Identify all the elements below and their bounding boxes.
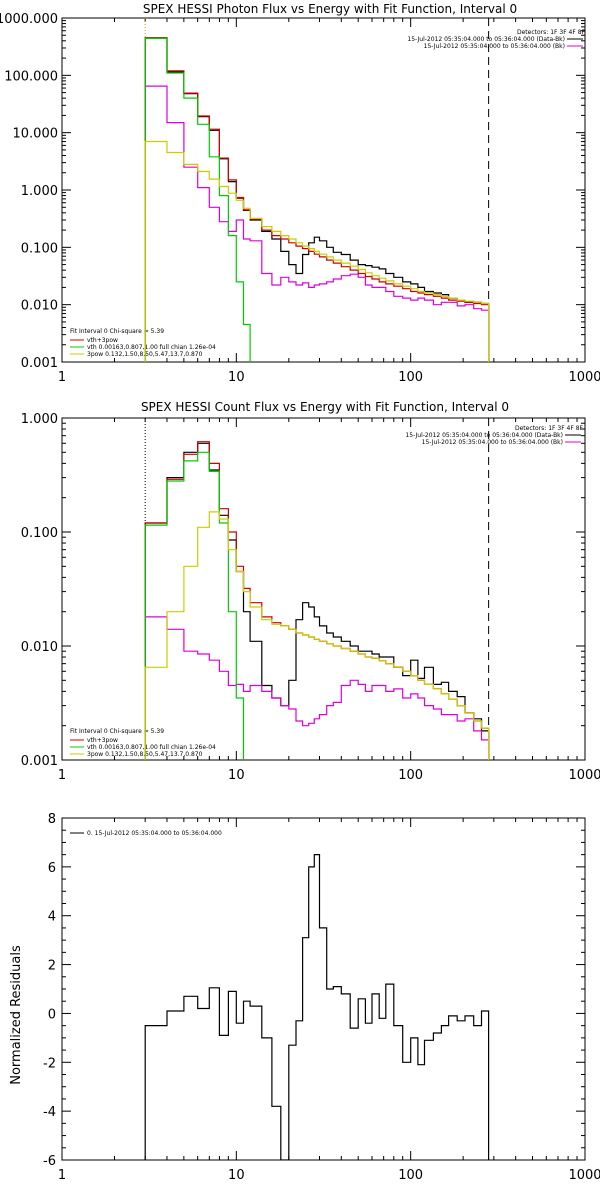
x-tick-label: 10: [228, 768, 245, 783]
x-tick-label: 1000: [568, 1168, 600, 1183]
x-tick-label: 10: [228, 1168, 245, 1183]
y-tick-label: -4: [43, 1105, 56, 1120]
series-15-jul-2012-05-35-04-000-to-05-36-04-000: [144, 37, 490, 362]
x-tick-label: 1: [58, 370, 66, 385]
legend-total: vth+3pow: [87, 737, 118, 744]
y-tick-label: 1.000: [21, 184, 58, 199]
y-tick-label: 0.100: [21, 241, 58, 256]
series-15-jul-2012-05-35-04-000-to-05-36-04-000: [144, 442, 490, 760]
x-tick-label: 10: [228, 370, 245, 385]
y-tick-label: 100.000: [4, 69, 58, 84]
series-vth-3pow: [144, 37, 490, 362]
chart-title: SPEX HESSI Photon Flux vs Energy with Fi…: [143, 2, 517, 16]
x-tick-label: 100: [398, 1168, 423, 1183]
legend-data-bk: 15-Jul-2012 05:35:04.000 to 05:36:04.000…: [407, 36, 565, 43]
series-15-jul-2012-05-35-04-000-to-05-36-04-000: [144, 85, 490, 362]
legend-bk: 15-Jul-2012 05:35:04.000 to 05:36:04.000…: [424, 43, 565, 50]
legend-vth: vth 0.00163,0.807,1.00 full chian 1.26e-…: [87, 344, 216, 351]
y-tick-label: 0.010: [21, 299, 58, 314]
legend-data-bk: 15-Jul-2012 05:35:04.000 to 05:36:04.000…: [405, 432, 563, 439]
x-tick-label: 1000: [568, 768, 600, 783]
y-tick-label: 4: [48, 910, 56, 925]
y-tick-label: 0.100: [21, 526, 58, 541]
y-tick-label: 8: [48, 812, 56, 827]
x-tick-label: 100: [398, 768, 423, 783]
series-0-15-jul-2012-05-35-04-000-to-05-36-04-0: [144, 854, 490, 1160]
chart-title: SPEX HESSI Count Flux vs Energy with Fit…: [141, 400, 509, 414]
series-vth-0-00163-0-807-1-00-full-chian-1-26e-: [144, 451, 245, 760]
legend-residual: 0. 15-Jul-2012 05:35:04.000 to 05:36:04.…: [87, 830, 222, 837]
x-tick-label: 1000: [568, 370, 600, 385]
y-tick-label: 10.000: [13, 127, 59, 142]
series-15-jul-2012-05-35-04-000-to-05-36-04-000: [144, 616, 490, 760]
photon-flux-panel: SPEX HESSI Photon Flux vs Energy with Fi…: [0, 2, 600, 385]
y-axis-label: Normalized Residuals: [9, 945, 24, 1085]
plot-frame: [61, 417, 586, 761]
residuals-panel: 0. 15-Jul-2012 05:35:04.000 to 05:36:04.…: [9, 812, 600, 1183]
series-vth-3pow: [144, 441, 490, 760]
series-vth-0-00163-0-807-1-00-full-chian-1-26e-: [144, 37, 251, 362]
plot-frame: [61, 17, 586, 363]
y-tick-label: 0.001: [21, 754, 58, 769]
legend-detectors: Detectors: 1F 3F 4F 8F: [515, 425, 584, 432]
x-tick-label: 1: [58, 768, 66, 783]
y-tick-label: 0.010: [21, 640, 58, 655]
count-flux-panel: SPEX HESSI Count Flux vs Energy with Fit…: [21, 400, 600, 783]
legend-fit-interval: Fit Interval 0 Chi-square = 5.39: [70, 728, 164, 735]
x-tick-label: 1: [58, 1168, 66, 1183]
y-tick-label: 2: [48, 959, 56, 974]
legend-fit-interval: Fit Interval 0 Chi-square = 5.39: [70, 328, 164, 335]
plot-frame: [61, 817, 586, 1161]
series-3pow-0-132-1-50-8-50-5-47-13-7-0-870: [144, 511, 490, 760]
y-tick-label: -6: [43, 1154, 56, 1169]
y-tick-label: 6: [48, 861, 56, 876]
legend-detectors: Detectors: 1F 3F 4F 8F: [517, 29, 586, 36]
legend-total: vth+3pow: [87, 337, 118, 344]
legend-bk: 15-Jul-2012 05:35:04.000 to 05:36:04.000…: [422, 439, 563, 446]
y-tick-label: 0.001: [21, 356, 58, 371]
y-tick-label: 0: [48, 1007, 56, 1022]
series-3pow-0-132-1-50-8-50-5-47-13-7-0-870: [144, 140, 490, 362]
x-tick-label: 100: [398, 370, 423, 385]
legend-vth: vth 0.00163,0.807,1.00 full chian 1.26e-…: [87, 744, 216, 751]
y-tick-label: 1.000: [21, 412, 58, 427]
y-tick-label: -2: [43, 1056, 56, 1071]
y-tick-label: 1000.000: [0, 12, 58, 27]
